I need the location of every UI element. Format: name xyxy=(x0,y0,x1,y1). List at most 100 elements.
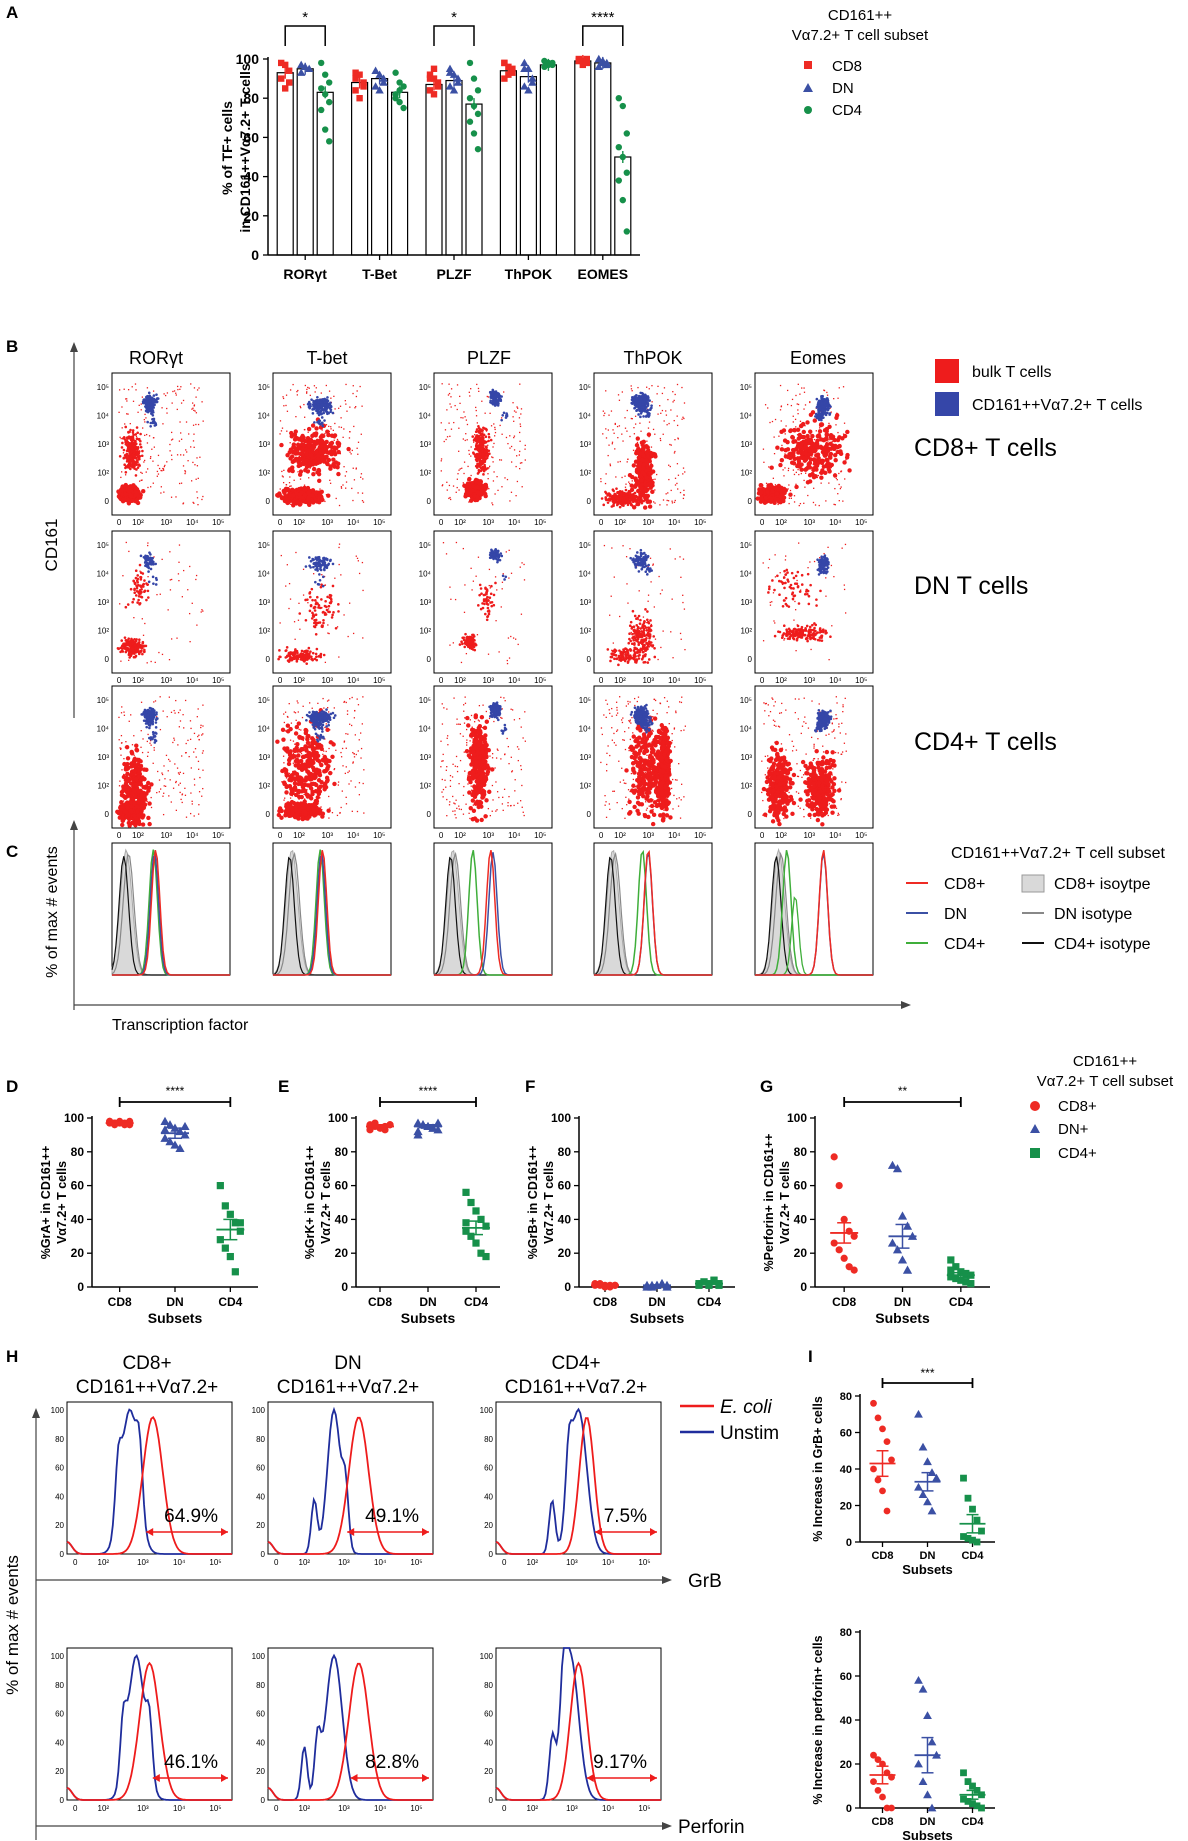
dotplot-event xyxy=(513,420,515,422)
dotplot-event xyxy=(458,489,460,491)
dotplot-event xyxy=(121,706,123,708)
dotplot-event xyxy=(143,579,146,582)
dotplot-event xyxy=(314,652,318,656)
dotplot-event xyxy=(288,482,291,484)
dotplot-event xyxy=(289,797,292,799)
dotplot-event xyxy=(138,404,140,406)
dotplot-event xyxy=(193,387,196,389)
dotplot-event xyxy=(518,454,521,456)
panel-letter-f: F xyxy=(525,1077,535,1096)
dotplot-event xyxy=(136,789,141,795)
dotplot-event xyxy=(189,738,192,741)
dotplot-event xyxy=(470,388,472,390)
dotplot-event xyxy=(169,443,171,446)
a-ytick-label: 40 xyxy=(243,169,259,185)
dotplot-ytick: 10² xyxy=(258,468,270,477)
a-point-cd4 xyxy=(615,177,622,184)
dotplot-event xyxy=(338,563,340,566)
a-significance-bracket xyxy=(284,25,326,46)
dotplot-event xyxy=(294,712,297,714)
dotplot-mait-event xyxy=(154,721,158,724)
dotplot-event xyxy=(136,450,139,454)
dotplot-event xyxy=(478,390,480,393)
dotplot-event xyxy=(146,589,150,593)
dotplot-event xyxy=(182,772,185,775)
dotplot-event xyxy=(315,647,319,651)
dotplot-event xyxy=(163,465,166,468)
dotplot-event xyxy=(140,471,142,474)
dotplot-event xyxy=(178,784,180,786)
dotplot-event xyxy=(283,762,285,764)
dotplot-event xyxy=(355,555,357,557)
dotplot-event xyxy=(289,598,292,600)
a-bar-cd4 xyxy=(391,91,409,256)
dotplot-event xyxy=(138,584,142,587)
a-point-cd4 xyxy=(474,87,482,94)
dotplot-event xyxy=(297,486,302,492)
dotplot-event xyxy=(190,480,193,482)
dotplot-event xyxy=(194,464,196,466)
dotplot-event xyxy=(197,813,200,815)
dotplot-event xyxy=(306,760,311,765)
dotplot-event xyxy=(332,445,337,450)
dotplot-event xyxy=(340,751,342,754)
dotplot-event xyxy=(282,755,285,757)
dotplot-event xyxy=(126,812,131,818)
dotplot-event xyxy=(124,470,128,474)
dotplot-event xyxy=(329,440,335,446)
dotplot-event xyxy=(296,781,301,787)
dotplot-mait-event xyxy=(151,418,154,421)
a-bar-cd8 xyxy=(574,60,592,256)
dotplot-event xyxy=(313,605,316,609)
dotplot-xtick: 10² xyxy=(132,676,144,685)
dotplot-event xyxy=(118,815,123,820)
panel-letter-b: B xyxy=(6,337,18,356)
dotplot-event xyxy=(295,499,300,505)
dotplot-event xyxy=(189,641,191,643)
dotplot-event xyxy=(168,758,170,761)
a-point-cd4 xyxy=(392,69,399,76)
dotplot-event xyxy=(287,652,291,656)
dotplot-ytick: 0 xyxy=(266,655,271,664)
dotplot-event xyxy=(136,574,140,577)
dotplot-mait-event xyxy=(151,714,154,717)
dotplot-event xyxy=(200,724,202,726)
dotplot-event xyxy=(315,470,320,475)
dotplot-event xyxy=(134,757,140,763)
dotplot-mait-event xyxy=(149,562,153,566)
dotplot-event xyxy=(318,434,324,440)
dotplot-event xyxy=(323,785,329,790)
dotplot-event xyxy=(193,409,195,412)
dotplot-event xyxy=(293,451,298,456)
dotplot-event xyxy=(170,439,173,441)
dotplot-mait-event xyxy=(313,710,316,714)
dotplot-event xyxy=(296,651,299,655)
dotplot-event xyxy=(360,747,363,750)
dotplot-event xyxy=(178,482,181,485)
dotplot-event xyxy=(129,749,134,755)
dotplot-event xyxy=(184,699,187,702)
dotplot-event xyxy=(326,700,329,702)
dotplot-event xyxy=(143,648,146,652)
dotplot-event xyxy=(326,493,331,498)
dotplot-event xyxy=(301,716,304,719)
dotplot-event xyxy=(465,419,468,421)
dotplot-event xyxy=(295,742,300,747)
dotplot-event xyxy=(338,543,341,545)
dotplot-event xyxy=(198,804,200,806)
dotplot-mait-event xyxy=(144,409,148,413)
dotplot-event xyxy=(313,385,316,387)
dotplot-event xyxy=(510,445,513,448)
a-point-dn xyxy=(453,74,463,82)
dotplot-event xyxy=(135,589,139,593)
dotplot-xtick: 10⁵ xyxy=(212,831,224,840)
dotplot-event xyxy=(152,762,154,764)
dotplot-event xyxy=(315,595,319,599)
dotplot-event xyxy=(145,598,148,602)
dotplot-event xyxy=(146,387,149,389)
dotplot-event xyxy=(362,637,364,639)
dotplot-mait-event xyxy=(323,716,327,720)
a-bar-dn xyxy=(519,76,538,256)
dotplot-mait-event xyxy=(143,561,147,564)
dotplot-mait-event xyxy=(320,407,324,410)
